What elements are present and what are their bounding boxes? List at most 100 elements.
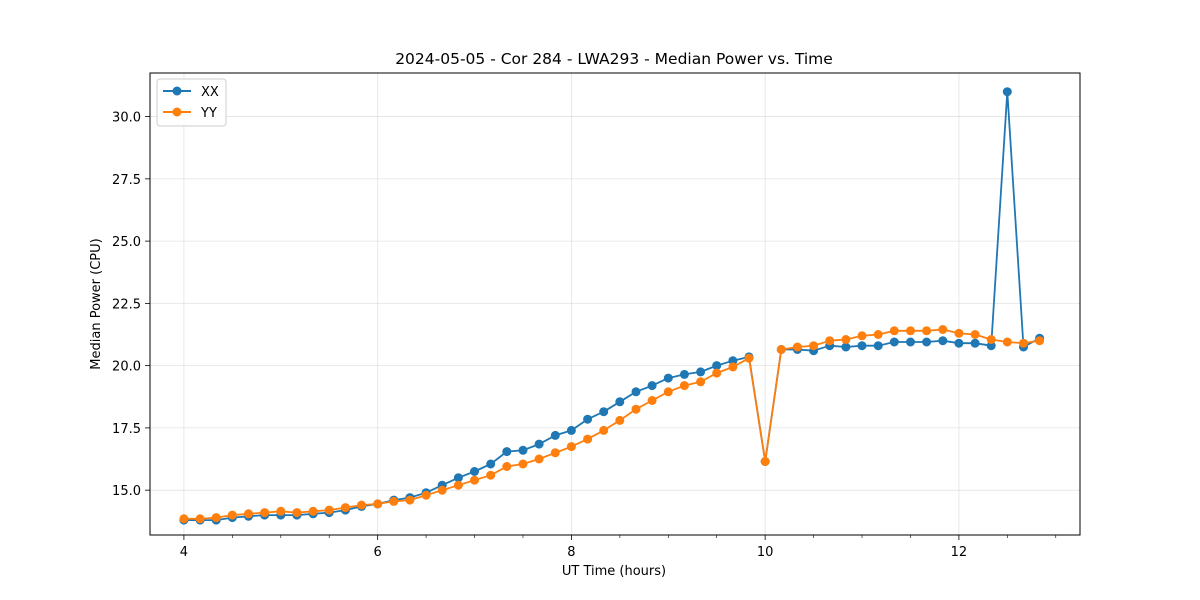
axis-ticks: 4 6 8 10 12 15.0 17.5 20.0 22.5 25.0 27.5 30.0	[112, 111, 1057, 560]
data-point-yy	[679, 381, 689, 391]
data-point-xx	[696, 367, 706, 377]
data-point-yy	[179, 514, 189, 524]
data-point-yy	[776, 345, 786, 354]
data-point-yy	[792, 342, 802, 352]
data-point-yy	[276, 506, 286, 516]
data-point-yy	[889, 326, 899, 336]
data-point-yy	[986, 335, 996, 344]
series-yy	[179, 325, 1045, 524]
data-point-yy	[1002, 337, 1012, 347]
legend: XX YY	[156, 78, 227, 127]
data-point-yy	[760, 457, 770, 466]
data-point-yy	[244, 509, 253, 519]
plot-area-frame	[149, 72, 1081, 536]
data-point-yy	[389, 496, 399, 506]
data-point-yy	[405, 495, 415, 505]
data-point-yy	[566, 442, 576, 452]
data-point-yy	[938, 325, 948, 334]
y-tick-label: 20.0	[112, 360, 141, 375]
data-point-xx	[841, 342, 851, 352]
data-point-yy	[373, 499, 383, 509]
data-point-xx	[453, 473, 463, 483]
chart-title: 2024-05-05 - Cor 284 - LWA293 - Median P…	[395, 50, 833, 68]
y-tick-label: 17.5	[112, 422, 141, 437]
data-point-yy	[583, 434, 593, 444]
data-point-yy	[453, 480, 463, 490]
grid	[150, 73, 1080, 535]
data-point-yy	[841, 335, 851, 344]
data-point-yy	[340, 503, 350, 513]
data-point-xx	[873, 341, 883, 351]
data-point-xx	[986, 341, 996, 351]
legend-yy-label: YY	[200, 106, 217, 121]
data-point-xx	[1002, 87, 1012, 97]
series-layer	[179, 87, 1045, 525]
data-point-xx	[954, 338, 964, 348]
data-point-xx	[566, 425, 576, 435]
x-tick-label: 10	[757, 545, 774, 560]
data-point-xx	[970, 338, 980, 348]
data-point-yy	[470, 475, 479, 485]
data-point-yy	[292, 508, 302, 518]
x-axis-label: UT Time (hours)	[562, 564, 666, 579]
x-tick-label: 12	[951, 545, 968, 560]
data-point-xx	[518, 445, 528, 455]
data-point-yy	[357, 500, 366, 510]
data-point-yy	[857, 331, 867, 341]
data-point-yy	[486, 470, 496, 480]
data-point-xx	[679, 369, 689, 379]
data-point-xx	[550, 430, 560, 440]
data-point-yy	[324, 505, 334, 515]
data-point-yy	[227, 510, 237, 520]
data-point-yy	[728, 362, 738, 372]
data-point-xx	[583, 414, 593, 424]
data-point-yy	[631, 404, 641, 414]
y-tick-label: 15.0	[112, 484, 141, 499]
data-point-yy	[195, 514, 205, 524]
y-tick-label: 22.5	[112, 297, 141, 312]
data-point-yy	[308, 506, 318, 516]
data-point-xx	[663, 373, 673, 383]
data-point-yy	[970, 330, 980, 339]
data-point-yy	[744, 353, 754, 363]
data-point-xx	[615, 397, 625, 407]
data-point-yy	[1035, 336, 1045, 346]
legend-yy-marker	[172, 107, 182, 117]
data-point-yy	[1019, 338, 1028, 348]
y-tick-label: 27.5	[112, 173, 141, 188]
data-point-yy	[502, 462, 512, 471]
data-point-xx	[502, 447, 512, 457]
data-point-yy	[906, 326, 915, 336]
data-point-yy	[437, 485, 447, 495]
y-tick-label: 30.0	[112, 111, 141, 126]
data-point-yy	[922, 326, 932, 336]
data-point-xx	[470, 467, 479, 476]
data-point-yy	[421, 490, 431, 500]
data-point-xx	[857, 341, 867, 351]
data-point-yy	[550, 448, 560, 458]
data-point-yy	[599, 425, 609, 435]
x-tick-label: 4	[180, 545, 188, 560]
legend-xx-marker	[172, 86, 182, 96]
data-point-xx	[534, 439, 544, 449]
data-point-yy	[647, 396, 657, 405]
data-point-yy	[663, 387, 673, 397]
data-point-yy	[825, 336, 835, 346]
data-point-yy	[809, 341, 819, 351]
legend-xx-label: XX	[201, 85, 219, 100]
y-tick-label: 25.0	[112, 235, 141, 250]
data-point-yy	[518, 459, 528, 469]
data-point-yy	[534, 454, 544, 464]
data-point-yy	[211, 513, 221, 523]
data-point-yy	[873, 330, 883, 339]
data-point-yy	[712, 368, 722, 378]
data-point-yy	[696, 377, 706, 387]
data-point-xx	[938, 336, 948, 346]
data-point-xx	[922, 337, 932, 347]
data-point-xx	[647, 381, 657, 391]
x-tick-label: 6	[374, 545, 382, 560]
data-point-yy	[615, 415, 625, 425]
data-point-xx	[889, 337, 899, 347]
data-point-yy	[260, 508, 270, 518]
